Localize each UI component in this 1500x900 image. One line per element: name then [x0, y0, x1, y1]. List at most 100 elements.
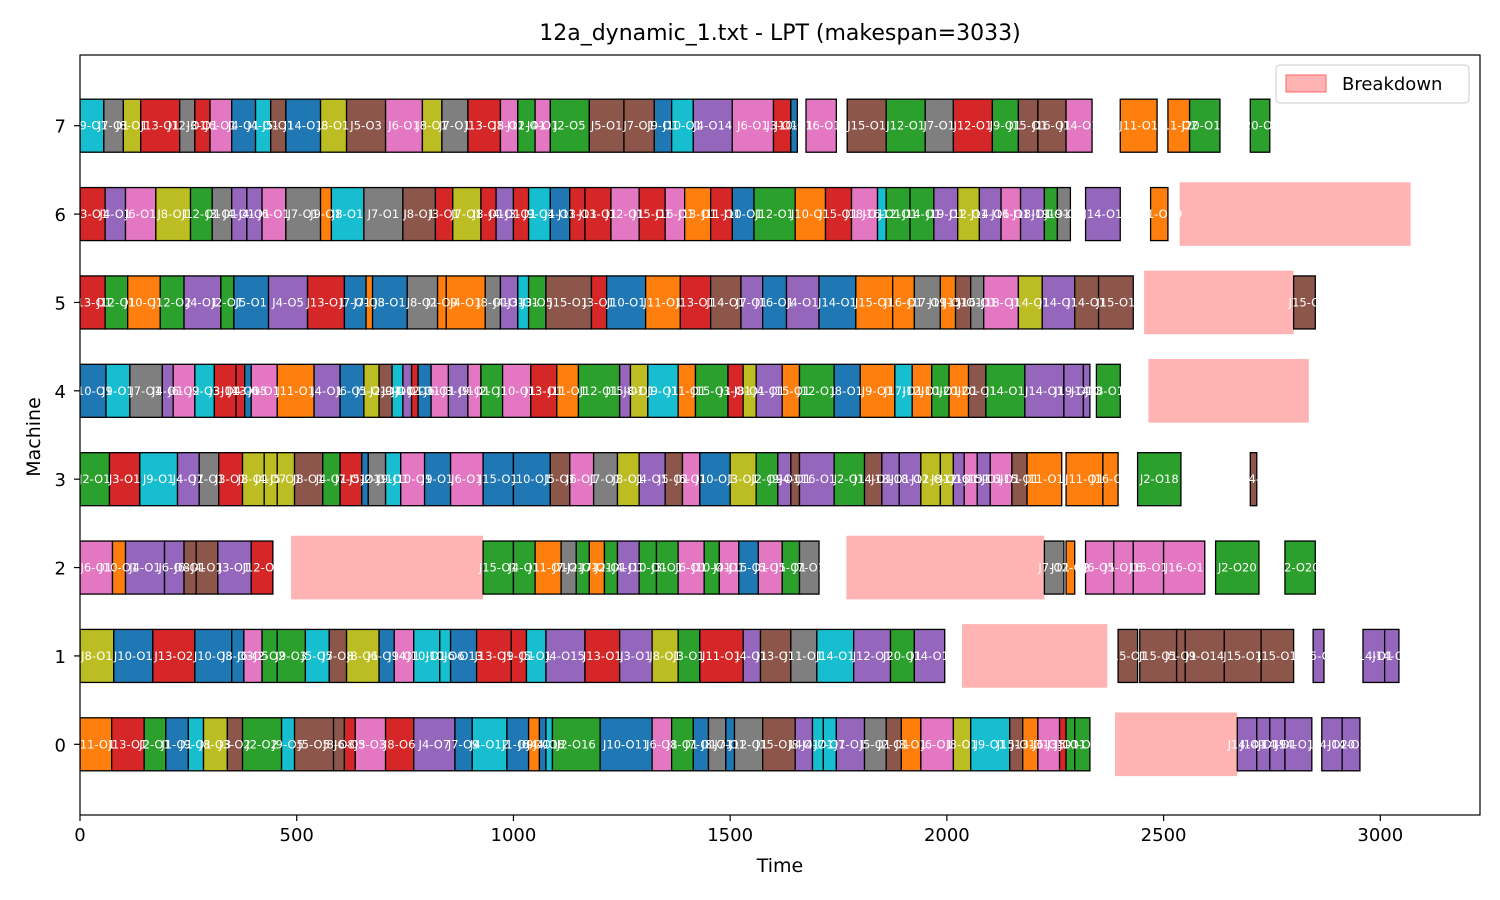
task-label: J8-O3: [199, 737, 232, 751]
task-bar: [250, 540, 274, 595]
task-bar: [1084, 540, 1115, 595]
task-label: J14-O: [1070, 384, 1103, 398]
task-label: J4-O1: [492, 295, 525, 309]
task-label: J1-O1: [160, 737, 193, 751]
task-label: J19-O1: [925, 207, 965, 221]
task-bar: [217, 540, 252, 595]
task-label: J10-O1: [662, 119, 702, 133]
task-bar: [285, 98, 322, 153]
task-label: J12-O1: [948, 207, 988, 221]
task-label: J20-O19: [1181, 119, 1228, 133]
y-tick-label: 5: [55, 293, 66, 314]
task-bar: [991, 98, 1020, 153]
task-label: J18-O17: [1084, 384, 1131, 398]
task-bar: [1043, 540, 1065, 595]
task-label: J11-O1: [528, 561, 568, 575]
task-bar: [1249, 98, 1271, 153]
task-bar: [152, 628, 196, 684]
task-label: J10-O1: [496, 384, 536, 398]
task-label: J15-O1: [770, 384, 810, 398]
task-label: J6-O1: [247, 384, 280, 398]
breakdown-bar: [1144, 270, 1294, 335]
task-bar: [330, 186, 365, 242]
task-label: J6-O1: [257, 207, 290, 221]
task-label: J8-O1: [317, 119, 350, 133]
task-bar: [759, 628, 792, 684]
task-label: J7-O3: [353, 295, 386, 309]
task-label: J10-O1: [394, 384, 434, 398]
task-bar: [1095, 363, 1121, 418]
task-label: J7-O1: [735, 295, 768, 309]
task-label: J4-O1: [526, 737, 559, 751]
task-label: J16-O1: [861, 207, 901, 221]
task-bar: [413, 628, 441, 684]
task-label: J11-O1: [1118, 119, 1158, 133]
task-label: J10-O1: [392, 472, 432, 486]
task-label: J11-O1: [1024, 472, 1064, 486]
task-bar: [647, 363, 679, 418]
task-label: J8-O1: [612, 472, 645, 486]
x-tick-label: 1000: [491, 825, 537, 846]
task-label: J9-O1: [381, 384, 414, 398]
task-label: J13-O1: [582, 649, 622, 663]
task-label: J4-O1: [612, 561, 645, 575]
task-label: J11-O1: [666, 384, 706, 398]
task-label: J16-O1: [796, 472, 836, 486]
task-label: J12-O1: [506, 119, 546, 133]
task-label: J7-O1: [552, 561, 585, 575]
task-label: J3-O5: [521, 295, 554, 309]
task-label: J7-O1: [713, 737, 746, 751]
task-label: J10-O1: [627, 561, 667, 575]
task-bar: [293, 452, 324, 507]
task-label: J10-O1: [695, 472, 735, 486]
task-label: J2-O9: [750, 472, 783, 486]
task-bar: [1162, 540, 1206, 595]
task-bar: [1026, 452, 1063, 507]
task-bar: [1117, 628, 1139, 684]
task-bar: [1214, 540, 1260, 595]
task-bar: [545, 275, 593, 330]
task-label: J16-O1: [990, 207, 1030, 221]
task-label: J5-O1: [657, 472, 690, 486]
task-label: J11-O19: [1135, 207, 1182, 221]
task-label: J12-O1: [910, 472, 950, 486]
task-label: J6-O1: [645, 737, 678, 751]
task-label: J14-O1: [1059, 119, 1099, 133]
task-label: J2-O2: [253, 649, 286, 663]
task-label: J2-O20: [1280, 561, 1320, 575]
task-label: J18-O1: [870, 472, 910, 486]
task-label: J3-O1: [1046, 737, 1079, 751]
task-bar: [785, 275, 820, 330]
task-label: J2-O1: [566, 561, 599, 575]
task-label: J9-O1: [861, 384, 894, 398]
task-label: J6-O1: [736, 119, 769, 133]
task-bar: [1132, 540, 1165, 595]
task-label: J15-O1: [1257, 649, 1297, 663]
task-label: J7-O1: [684, 737, 717, 751]
task-label: J10-O6: [425, 649, 465, 663]
task-bar: [1084, 186, 1121, 242]
task-label: J6-O1: [565, 472, 598, 486]
task-label: J7-O1: [286, 207, 319, 221]
task-bar: [618, 628, 653, 684]
task-label: J11-O2: [1158, 119, 1198, 133]
x-tick-label: 3000: [1357, 825, 1403, 846]
task-label: J12-O1: [605, 207, 645, 221]
breakdown-bar: [291, 535, 484, 600]
task-label: J4-O1: [449, 295, 482, 309]
task-label: J2-O1: [833, 472, 866, 486]
task-label: J14-O1: [1038, 295, 1078, 309]
task-label: J13-O1: [464, 119, 504, 133]
task-label: J7-O1: [813, 737, 846, 751]
task-label: J10-O1: [123, 295, 163, 309]
task-label: J8-O1: [666, 737, 699, 751]
task-label: J4-O1: [223, 207, 256, 221]
task-label: J9-O1: [101, 384, 134, 398]
task-label: J14-O1: [970, 207, 1010, 221]
task-label: J4-O1: [172, 472, 205, 486]
task-bar: [694, 363, 729, 418]
task-label: J11-O1: [701, 649, 741, 663]
task-label: J6-O1: [79, 561, 112, 575]
task-bar: [1065, 98, 1093, 153]
task-bar: [638, 186, 666, 242]
